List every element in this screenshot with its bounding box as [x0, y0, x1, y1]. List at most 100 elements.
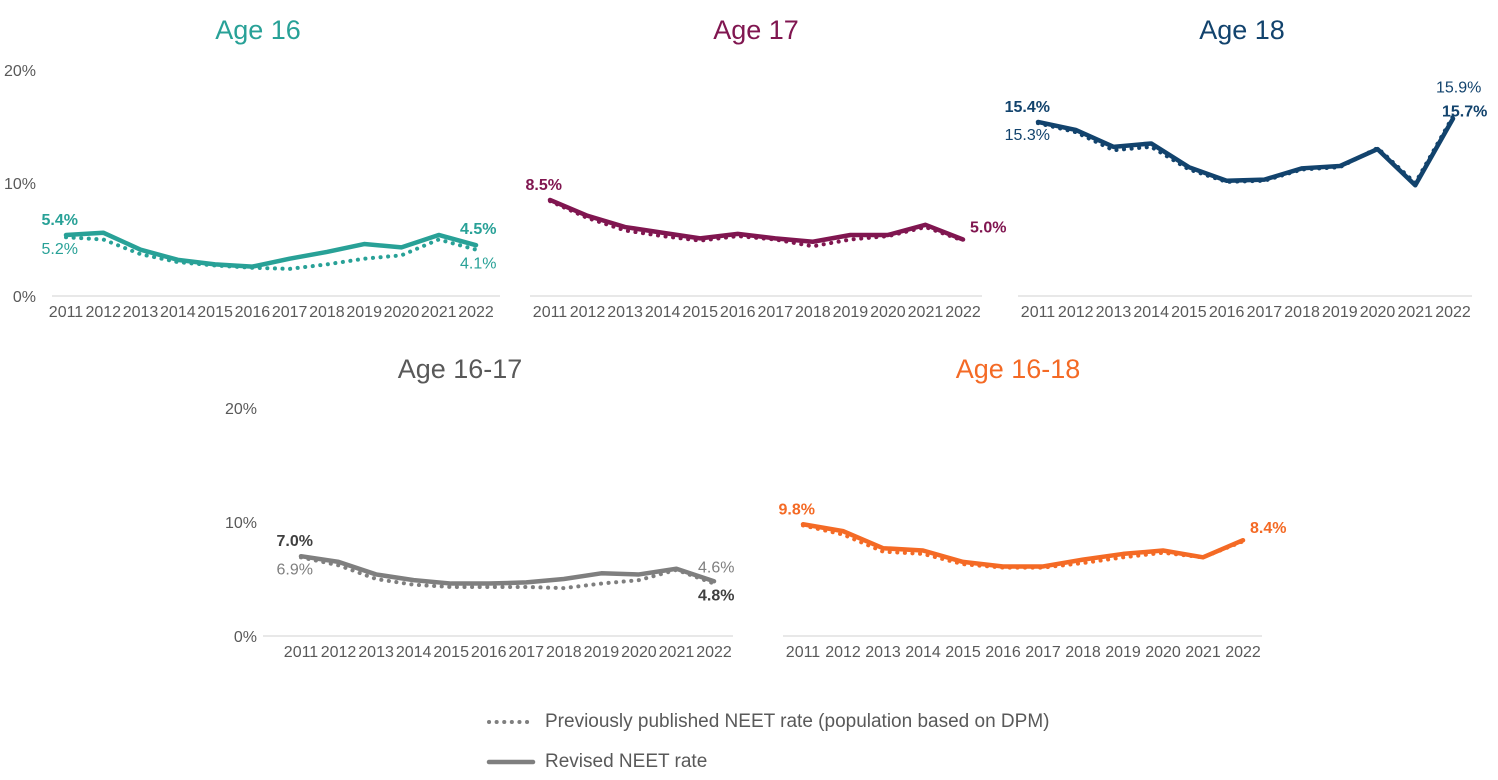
solid-line-icon [486, 759, 536, 765]
x-tick-label: 2017 [757, 304, 793, 321]
x-tick-label: 2014 [1133, 304, 1169, 321]
value-label: 15.4% [1005, 99, 1050, 116]
x-tick-label: 2017 [1025, 644, 1061, 661]
legend-item: Previously published NEET rate (populati… [487, 702, 1049, 742]
previous-neet-line [801, 523, 1245, 570]
x-tick-label: 2013 [607, 304, 643, 321]
line-plot: 2011 2012 2013 2014 2015 2016 2017 2018 2019 2020… [526, 177, 1007, 321]
y-tick-label: 20% [4, 63, 36, 80]
value-label: 4.6% [698, 560, 734, 577]
x-tick-label: 2022 [696, 644, 732, 661]
chart-age-16-17: Age 16-17 2011 2012 2013 2014 2015 2016 2017 20… [180, 345, 760, 675]
x-tick-label: 2019 [833, 304, 869, 321]
x-tick-label: 2016 [1209, 304, 1245, 321]
revised-neet-line [547, 197, 966, 245]
value-label: 7.0% [277, 533, 313, 550]
chart-age-16-18: Age 16-18 2011 2012 2013 2014 2015 2016 2017 20… [760, 345, 1300, 675]
value-label: 15.3% [1005, 127, 1050, 144]
x-tick-label: 2016 [235, 304, 271, 321]
y-tick-label: 0% [13, 289, 36, 306]
x-tick-label: 2011 [533, 304, 568, 321]
line-plot: 2011 2012 2013 2014 2015 2016 2017 2018 2019 2020… [225, 401, 735, 661]
y-tick-label: 10% [4, 176, 36, 193]
y-tick-label: 10% [225, 515, 257, 532]
x-tick-label: 2020 [621, 644, 657, 661]
value-label: 9.8% [779, 501, 815, 518]
x-tick-label: 2015 [682, 304, 718, 321]
chart-title: Age 16-17 [397, 354, 523, 384]
x-tick-label: 2021 [659, 644, 695, 661]
x-tick-label: 2022 [1225, 644, 1261, 661]
x-tick-label: 2014 [905, 644, 941, 661]
x-tick-label: 2018 [1065, 644, 1101, 661]
x-tick-label: 2012 [321, 644, 357, 661]
x-tick-label: 2021 [1397, 304, 1433, 321]
x-tick-label: 2013 [123, 304, 159, 321]
x-tick-label: 2016 [720, 304, 756, 321]
x-tick-label: 2017 [1247, 304, 1283, 321]
line-plot: 2011 2012 2013 2014 2015 2016 2017 2018 2019 2020… [4, 63, 500, 321]
x-tick-label: 2019 [346, 304, 382, 321]
x-tick-label: 2013 [865, 644, 901, 661]
legend: Previously published NEET rate (populati… [486, 702, 1049, 780]
previous-neet-line [299, 555, 716, 591]
x-tick-label: 2014 [396, 644, 432, 661]
line-plot: 2011 2012 2013 2014 2015 2016 2017 2018 2019 2020… [1005, 79, 1488, 321]
x-tick-label: 2011 [786, 644, 821, 661]
previous-neet-line [548, 199, 965, 249]
chart-title: Age 16-18 [955, 354, 1081, 384]
line-plot: 2011 2012 2013 2014 2015 2016 2017 2018 2019 2020… [779, 501, 1287, 661]
value-label: 4.8% [698, 587, 734, 604]
value-label: 4.5% [460, 221, 496, 238]
x-tick-label: 2016 [471, 644, 507, 661]
x-tick-label: 2016 [985, 644, 1021, 661]
dotted-line-icon [487, 720, 535, 724]
x-tick-label: 2021 [1185, 644, 1221, 661]
y-tick-label: 20% [225, 401, 257, 418]
x-tick-label: 2020 [870, 304, 906, 321]
x-tick-label: 2021 [421, 304, 457, 321]
legend-label: Previously published NEET rate (populati… [545, 711, 1050, 732]
value-label: 8.4% [1250, 520, 1286, 537]
x-tick-label: 2011 [1021, 304, 1056, 321]
x-tick-label: 2018 [546, 644, 582, 661]
y-tick-label: 0% [234, 629, 257, 646]
x-tick-label: 2022 [1435, 304, 1471, 321]
x-tick-label: 2019 [584, 644, 620, 661]
value-label: 15.9% [1436, 79, 1481, 96]
x-tick-label: 2012 [85, 304, 121, 321]
x-tick-label: 2017 [272, 304, 308, 321]
x-tick-label: 2015 [1171, 304, 1207, 321]
revised-neet-line [800, 522, 1246, 569]
value-label: 6.9% [277, 561, 313, 578]
value-label: 15.7% [1442, 104, 1487, 121]
x-tick-label: 2011 [284, 644, 319, 661]
chart-title: Age 18 [1199, 15, 1285, 45]
x-tick-label: 2019 [1322, 304, 1358, 321]
value-label: 4.1% [460, 256, 496, 273]
x-tick-label: 2018 [795, 304, 831, 321]
legend-label: Revised NEET rate [545, 751, 708, 772]
x-tick-label: 2022 [458, 304, 494, 321]
legend-item: Revised NEET rate [486, 742, 1049, 780]
x-tick-label: 2012 [570, 304, 606, 321]
chart-title: Age 16 [215, 15, 301, 45]
revised-neet-line [1035, 116, 1456, 188]
x-tick-label: 2015 [945, 644, 981, 661]
x-tick-label: 2011 [49, 304, 84, 321]
x-tick-label: 2020 [384, 304, 420, 321]
chart-age-18: Age 18 2011 2012 2013 2014 2015 2016 2017 2018 2… [1000, 0, 1498, 335]
value-label: 5.2% [42, 241, 78, 258]
chart-age-17: Age 17 2011 2012 2013 2014 2015 2016 2017 2018 2… [500, 0, 1010, 335]
x-tick-label: 2012 [1058, 304, 1094, 321]
x-tick-label: 2018 [1284, 304, 1320, 321]
x-tick-label: 2012 [825, 644, 861, 661]
x-tick-label: 2015 [197, 304, 233, 321]
x-tick-label: 2017 [508, 644, 544, 661]
chart-age-16: Age 16 2011 2012 2013 2014 2015 2016 2017 2018 2… [0, 0, 510, 335]
x-tick-label: 2013 [358, 644, 394, 661]
x-tick-label: 2014 [160, 304, 196, 321]
revised-neet-line [63, 230, 479, 269]
x-tick-label: 2014 [645, 304, 681, 321]
